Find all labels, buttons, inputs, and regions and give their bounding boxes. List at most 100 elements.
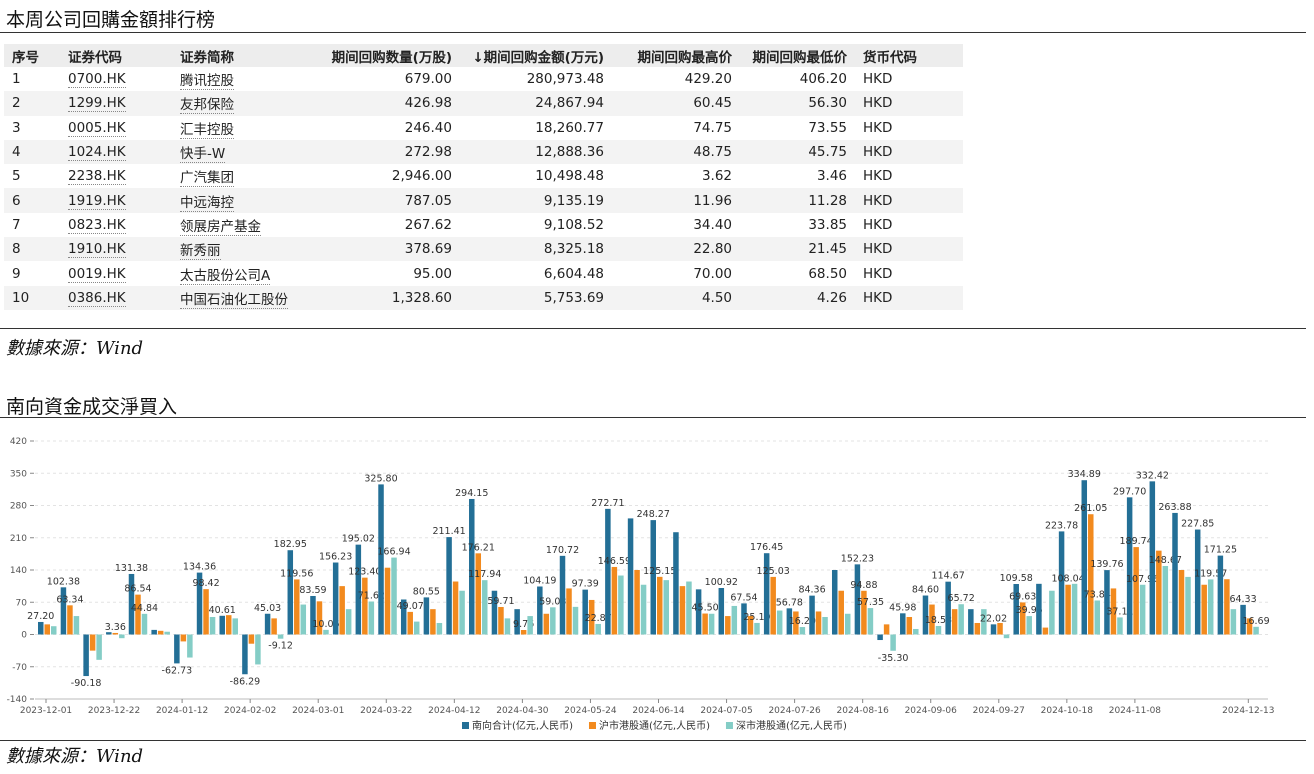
security-code-link[interactable]: 0019.HK [68, 265, 126, 283]
value-label: 73.84 [1084, 589, 1111, 600]
value-label: 22.02 [980, 613, 1007, 624]
bar [763, 553, 770, 635]
bar [1058, 531, 1065, 635]
bar [695, 589, 702, 635]
legend-label: 深市港股通(亿元,人民币) [736, 719, 847, 732]
bar [323, 629, 329, 635]
security-code-link[interactable]: 0700.HK [68, 71, 126, 89]
table-cell: 2 [4, 91, 60, 116]
bar [997, 622, 1003, 635]
bar [550, 607, 556, 635]
column-header: 序号 [4, 44, 60, 67]
bar [391, 557, 397, 635]
bar [151, 629, 157, 635]
table-cell: 0823.HK [60, 213, 172, 237]
bar [452, 581, 459, 635]
bar [67, 605, 73, 635]
security-code-link[interactable]: 0386.HK [68, 289, 126, 307]
security-name-link[interactable]: 快手-W [180, 146, 226, 164]
table-cell: 34.40 [693, 216, 732, 233]
table-row: 8 1910.HK 新秀丽 378.69 8,325.18 22.80 21.45 HKD [4, 237, 963, 262]
table-cell: 2,946.00 [391, 168, 452, 185]
bar [436, 622, 443, 635]
security-name-link[interactable]: 新秀丽 [180, 243, 221, 261]
value-label: 146.59 [598, 556, 631, 567]
bar [520, 630, 527, 635]
security-code-link[interactable]: 0005.HK [68, 119, 126, 137]
column-header: 期间回购数量(万股) [320, 44, 460, 67]
value-label: 332.42 [1136, 470, 1169, 481]
value-label: 37.11 [1106, 606, 1133, 617]
value-label: 45.03 [254, 603, 281, 614]
bar [770, 576, 776, 635]
x-tick-label: 2024-04-12 [428, 706, 480, 716]
table-cell: 领展房产基金 [172, 213, 320, 237]
security-code-link[interactable]: 1919.HK [68, 192, 126, 210]
table-cell: 60.45 [612, 91, 740, 116]
bar [355, 544, 362, 635]
table-cell: 48.75 [612, 139, 740, 165]
legend-swatch [725, 722, 733, 729]
table-cell: 1919.HK [60, 188, 172, 213]
table-cell: 9,108.52 [543, 216, 604, 233]
bar [559, 555, 566, 635]
table-cell: 1910.HK [60, 237, 172, 262]
bar [981, 609, 987, 635]
security-name-link[interactable]: 广汽集团 [180, 170, 234, 188]
bar [634, 570, 640, 635]
table-cell: 280,973.48 [526, 71, 604, 88]
x-tick-label: 2024-01-12 [156, 706, 208, 716]
value-label: 248.27 [637, 509, 670, 520]
bar [1217, 555, 1224, 635]
value-label: 171.25 [1204, 545, 1237, 556]
table-cell: 0386.HK [60, 285, 172, 310]
bar [1207, 579, 1214, 635]
bar [1240, 604, 1246, 635]
bar [89, 634, 96, 651]
security-name-link[interactable]: 领展房产基金 [180, 218, 261, 236]
bar [128, 573, 135, 635]
value-label: 272.71 [591, 498, 624, 509]
table-cell: 406.20 [799, 71, 847, 88]
table-row: 7 0823.HK 领展房产基金 267.62 9,108.52 34.40 33.85 HK… [4, 213, 963, 237]
table-cell: 787.05 [320, 188, 460, 213]
bar [776, 610, 783, 635]
value-label: 16.20 [789, 616, 816, 627]
security-code-link[interactable]: 0823.HK [68, 216, 126, 234]
security-name-link[interactable]: 汇丰控股 [180, 121, 234, 139]
table-cell: 12,888.36 [460, 139, 612, 165]
security-name-link[interactable]: 腾讯控股 [180, 73, 234, 91]
security-name-link[interactable]: 太古股份公司A [180, 267, 271, 285]
security-name-link[interactable]: 中国石油化工股份 [180, 291, 288, 309]
security-code-link[interactable]: 1299.HK [68, 95, 126, 113]
table-cell: 0700.HK [60, 67, 172, 91]
bar [877, 634, 883, 641]
value-label: 39.95 [1016, 605, 1043, 616]
bar [264, 613, 271, 635]
table-cell: 太古股份公司A [172, 261, 320, 285]
table-cell: 9,135.19 [460, 188, 612, 213]
security-code-link[interactable]: 1910.HK [68, 241, 126, 259]
value-label: 56.78 [776, 597, 803, 608]
value-label: 117.94 [468, 569, 501, 580]
value-label: 25.10 [743, 612, 770, 623]
bar [400, 599, 407, 635]
value-label: 119.56 [280, 568, 313, 579]
bar [119, 634, 125, 639]
security-name-link[interactable]: 友邦保险 [180, 97, 234, 115]
value-label: 156.23 [319, 552, 352, 563]
table-cell: 4.50 [612, 285, 740, 310]
value-label: 86.54 [124, 584, 151, 595]
value-label: 131.38 [115, 563, 148, 574]
bar [741, 603, 747, 635]
security-code-link[interactable]: 1024.HK [68, 144, 126, 162]
legend-label: 南向合计(亿元,人民币) [472, 719, 573, 732]
security-code-link[interactable]: 2238.HK [68, 168, 126, 186]
bar [686, 581, 692, 635]
bar [831, 570, 838, 635]
bar [854, 564, 861, 635]
security-name-link[interactable]: 中远海控 [180, 194, 234, 212]
value-label: 334.89 [1068, 469, 1101, 480]
value-label: 84.60 [912, 585, 939, 596]
bar [475, 553, 482, 635]
